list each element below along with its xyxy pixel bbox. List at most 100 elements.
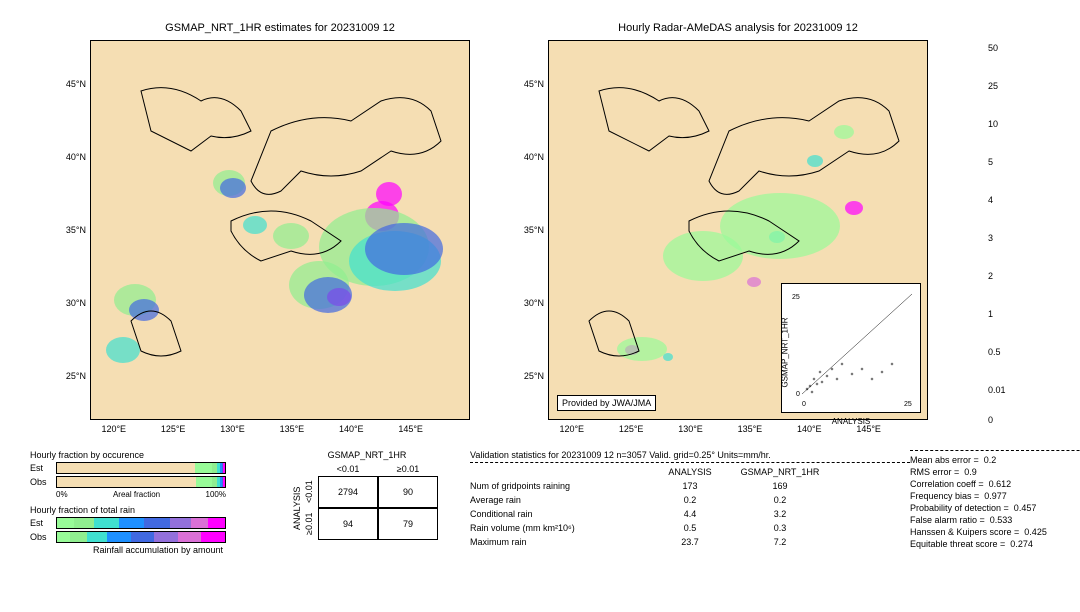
bar-segment: [87, 532, 107, 542]
colorbar-segment: [964, 86, 984, 124]
bar-segment: [131, 532, 155, 542]
colorbar-tick: 5: [988, 157, 1028, 167]
colorbar-segment: [964, 276, 984, 314]
colorbar-tick: 0: [988, 415, 1028, 425]
bar-axis: 0%Areal fraction100%: [56, 490, 226, 499]
bar-segment: [196, 477, 211, 487]
y-tick: 30°N: [514, 298, 544, 308]
bar-segment: [144, 518, 169, 528]
ct-col-head: ≥0.01: [378, 462, 438, 476]
hourly-bars: Hourly fraction by occurenceEstObs0%Area…: [30, 450, 260, 557]
ct-title: GSMAP_NRT_1HR: [282, 450, 452, 460]
map-left-panel: [90, 40, 470, 420]
bar-row: Obs: [30, 476, 260, 488]
bar-segment: [154, 532, 178, 542]
bar-segment: [70, 532, 87, 542]
metrics-list: Mean abs error = 0.2RMS error = 0.9Corre…: [910, 450, 1080, 550]
svg-text:0: 0: [802, 401, 806, 408]
bar-segment: [178, 532, 202, 542]
scatter-inset: 250 025 GSMAP_NRT_1HR ANALYSIS: [781, 283, 921, 413]
colorbar-segment: [964, 352, 984, 390]
x-tick: 130°E: [218, 424, 248, 434]
bar-segment: [223, 477, 225, 487]
bar-label: Obs: [30, 477, 56, 487]
left-map-title: GSMAP_NRT_1HR estimates for 20231009 12: [90, 22, 470, 34]
bar-label: Est: [30, 518, 56, 528]
stats-title: Validation statistics for 20231009 12 n=…: [470, 450, 910, 463]
bar-segment: [208, 518, 225, 528]
provided-by-label: Provided by JWA/JMA: [557, 395, 656, 411]
bar-segment: [107, 532, 131, 542]
x-tick: 120°E: [99, 424, 129, 434]
bar-segment: [57, 463, 195, 473]
colorbar: 502510543210.50.010: [964, 40, 984, 420]
bar-segment: [57, 477, 196, 487]
metric-row: RMS error = 0.9: [910, 466, 1080, 478]
bar-title: Hourly fraction of total rain: [30, 505, 260, 515]
ct-row-label: ANALYSIS: [282, 476, 302, 540]
stats-row: Num of gridpoints raining173169: [470, 479, 910, 493]
y-tick: 35°N: [514, 225, 544, 235]
colorbar-tick: 3: [988, 233, 1028, 243]
bar-caption: Rainfall accumulation by amount: [56, 545, 260, 555]
map-right-panel: Provided by JWA/JMA 250 025 GSMAP_NRT_1H…: [548, 40, 928, 420]
bar-title: Hourly fraction by occurence: [30, 450, 260, 460]
x-tick: 125°E: [158, 424, 188, 434]
stats-row: Average rain0.20.2: [470, 493, 910, 507]
bar-label: Est: [30, 463, 56, 473]
colorbar-tick: 0.01: [988, 385, 1028, 395]
x-tick: 125°E: [616, 424, 646, 434]
coastline-left: [91, 41, 471, 421]
bar-segment: [57, 532, 70, 542]
svg-text:25: 25: [904, 401, 912, 408]
bar-body: [56, 517, 226, 529]
metric-row: Probability of detection = 0.457: [910, 502, 1080, 514]
ct-row-head: <0.01: [302, 476, 318, 508]
stats-row: Maximum rain23.77.2: [470, 535, 910, 549]
colorbar-segment: [964, 200, 984, 238]
scatter-ylabel: GSMAP_NRT_1HR: [781, 317, 790, 387]
colorbar-segment: [964, 162, 984, 200]
bar-segment: [201, 532, 225, 542]
colorbar-segment: [964, 40, 984, 48]
bar-label: Obs: [30, 532, 56, 542]
colorbar-segment: [964, 48, 984, 86]
bottom-section: Hourly fraction by occurenceEstObs0%Area…: [30, 450, 1050, 610]
bar-row: Obs: [30, 531, 260, 543]
bar-body: [56, 531, 226, 543]
bar-segment: [170, 518, 192, 528]
ct-cell: 2794: [318, 476, 378, 508]
y-tick: 35°N: [56, 225, 86, 235]
svg-text:25: 25: [792, 294, 800, 301]
stats-header: ANALYSISGSMAP_NRT_1HR: [470, 465, 910, 479]
bar-body: [56, 462, 226, 474]
y-tick: 40°N: [514, 152, 544, 162]
colorbar-tick: 50: [988, 43, 1028, 53]
colorbar-segment: [964, 314, 984, 352]
bar-segment: [195, 463, 212, 473]
bar-segment: [119, 518, 144, 528]
colorbar-segment: [964, 390, 984, 420]
x-tick: 140°E: [794, 424, 824, 434]
y-tick: 25°N: [514, 371, 544, 381]
right-map-title: Hourly Radar-AMeDAS analysis for 2023100…: [548, 22, 928, 34]
bar-segment: [94, 518, 119, 528]
bar-body: [56, 476, 226, 488]
ct-col-head: <0.01: [318, 462, 378, 476]
metric-row: Equitable threat score = 0.274: [910, 538, 1080, 550]
y-tick: 30°N: [56, 298, 86, 308]
scatter-plot: 250 025: [782, 284, 922, 414]
x-tick: 135°E: [735, 424, 765, 434]
colorbar-tick: 1: [988, 309, 1028, 319]
x-tick: 130°E: [676, 424, 706, 434]
y-tick: 45°N: [514, 79, 544, 89]
ct-cell: 94: [318, 508, 378, 540]
figure-container: GSMAP_NRT_1HR estimates for 20231009 12 …: [0, 0, 1080, 612]
bar-segment: [191, 518, 208, 528]
colorbar-tick: 25: [988, 81, 1028, 91]
colorbar-segment: [964, 238, 984, 276]
stats-row: Conditional rain4.43.2: [470, 507, 910, 521]
x-tick: 135°E: [277, 424, 307, 434]
bar-row: Est: [30, 462, 260, 474]
bar-segment: [74, 518, 94, 528]
